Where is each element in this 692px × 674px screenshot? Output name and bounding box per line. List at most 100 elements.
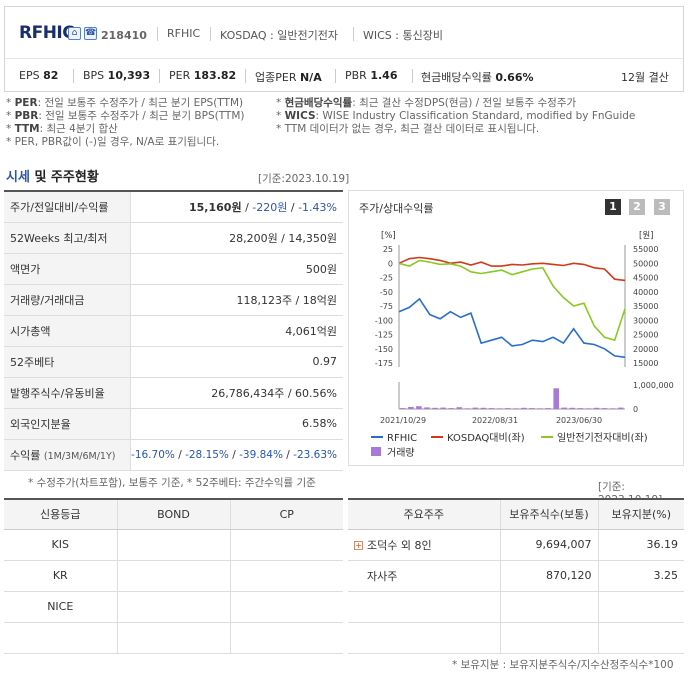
divider (73, 69, 74, 83)
row-label: 거래량/거래대금 (4, 284, 131, 316)
volume-bar (553, 388, 559, 409)
column-header: 주요주주 (348, 499, 501, 530)
left-tick-label: -25 (380, 274, 393, 283)
table-row: KR (4, 560, 343, 592)
legend-label: RFHIC (387, 433, 417, 444)
volume-bar (617, 407, 624, 409)
holder-ratio (598, 591, 684, 623)
stock-code: 218410 (101, 29, 147, 42)
legend-label: KOSDAQ대비(좌) (447, 432, 525, 444)
left-tick-label: -175 (375, 359, 393, 368)
header-stats-row: EPS 82 BPS 10,393 PER 183.82 업종PER N/A P… (5, 60, 683, 92)
company-name: RFHIC (19, 23, 75, 43)
row-value: 26,786,434주 / 60.56% (130, 377, 343, 409)
market-sector: KOSDAQ : 일반전기전자 (220, 29, 338, 42)
right-tick-label: 25000 (633, 331, 658, 340)
table-row: 수익률 (1M/3M/6M/1Y) -16.70% / -28.15% / -3… (4, 439, 343, 471)
row-label: 시가총액 (4, 315, 131, 347)
holder-name: 자사주 (348, 560, 501, 592)
table-row: 주가/전일대비/수익률 15,160원 / -220원 / -1.43% (4, 191, 343, 223)
legend-label: 일반전기전자대비(좌) (557, 432, 648, 444)
fiscal-period: 12월 결산 (621, 71, 669, 84)
row-value: 6.58% (130, 408, 343, 440)
table-header-row: 주요주주 보유주식수(보통) 보유지분(%) (348, 499, 684, 530)
table-row: + 조덕수 외 8인 9,694,007 36.19 (348, 529, 684, 561)
divider (159, 69, 160, 83)
table-row: 외국인지분율 6.58% (4, 408, 343, 440)
right-tick-label: 15000 (633, 359, 658, 368)
holder-name[interactable]: + 조덕수 외 8인 (348, 529, 501, 561)
column-header: 보유주식수(보통) (500, 499, 599, 530)
volume-bar (529, 408, 535, 409)
holders-footnote: * 보유지분 : 보유지분주식수/지수산정주식수*100 (452, 659, 674, 671)
price-change: -220원 (252, 200, 288, 214)
left-tick-label: -50 (380, 288, 393, 297)
left-tick-label: -125 (375, 331, 393, 340)
left-tick-label: 0 (388, 259, 393, 268)
table-row (4, 622, 343, 654)
row-label: 발행주식수/유동비율 (4, 377, 131, 409)
volume-bar (440, 407, 446, 409)
volume-bar (432, 407, 438, 409)
rating-agency: KR (4, 560, 118, 592)
price-change-rate: -1.43% (298, 200, 337, 214)
divider (210, 27, 211, 41)
series-line-2 (398, 259, 626, 342)
row-value: 28,200원 / 14,350원 (130, 222, 343, 254)
table-row: 액면가 500원 (4, 253, 343, 285)
price-chart-panel: 주가/상대수익률 1 2 3 [%] [원] 25 0 -25 -50 -75 -100 -12… (348, 190, 684, 466)
volume-tick-label: 0 (633, 405, 638, 414)
table-row: 거래량/거래대금 118,123주 / 18억원 (4, 284, 343, 316)
chart-page-3-button[interactable]: 3 (654, 199, 670, 215)
legend-label: 거래량 (387, 447, 415, 459)
stat-dividend-yield: 현금배당수익률 0.66% (421, 71, 534, 84)
divider (353, 27, 354, 41)
note-line: * TTM: 최근 4분기 합산 (6, 123, 118, 135)
volume-bar (545, 408, 551, 409)
x-tick-label: 2022/08/31 (472, 416, 518, 425)
row-label: 주가/전일대비/수익률 (4, 191, 131, 223)
volume-bar (464, 408, 471, 409)
row-label: 액면가 (4, 253, 131, 285)
volume-bar (400, 408, 406, 409)
home-icon[interactable]: ⌂ (68, 27, 81, 40)
chat-icon[interactable]: ☎ (84, 27, 97, 40)
expand-icon[interactable]: + (354, 541, 363, 550)
note-line: * PER, PBR값이 (-)일 경우, N/A로 표기됩니다. (6, 136, 220, 148)
right-tick-label: 20000 (633, 345, 658, 354)
left-tick-label: -100 (375, 316, 393, 325)
holder-shares: 9,694,007 (500, 529, 599, 561)
table-row (348, 591, 684, 623)
note-line: * WICS: WISE Industry Classification Sta… (276, 110, 636, 122)
major-shareholders-table: 주요주주 보유주식수(보통) 보유지분(%) + 조덕수 외 8인 9,694,0… (348, 498, 684, 654)
volume-bar (416, 406, 422, 409)
cp-rating (230, 560, 343, 592)
left-axis-label: [%] (381, 231, 396, 241)
chart-page-2-button[interactable]: 2 (629, 199, 645, 215)
bond-rating (117, 622, 231, 654)
bond-rating (117, 529, 231, 561)
stat-pbr: PBR 1.46 (345, 69, 398, 82)
bond-rating (117, 591, 231, 623)
notes-right: * 현금배당수익률: 최근 결산 수정DPS(현금) / 전일 보통주 수정주가… (276, 97, 635, 136)
stat-per: PER 183.82 (169, 69, 237, 82)
row-value: 0.97 (130, 346, 343, 378)
company-header: RFHIC ⌂ ☎ 218410 RFHIC KOSDAQ : 일반전기전자 W… (4, 6, 684, 92)
rating-agency (4, 622, 118, 654)
table-row: KIS (4, 529, 343, 561)
volume-bar (569, 407, 576, 409)
volume-bar (424, 407, 430, 409)
volume-tick-label: 1,000,000 (633, 381, 674, 390)
legend-swatch (371, 447, 381, 456)
volume-bar (537, 408, 543, 409)
column-header: 신용등급 (4, 499, 118, 530)
cp-rating (230, 529, 343, 561)
row-label: 52Weeks 최고/최저 (4, 222, 131, 254)
note-line: * PER: 전일 보통주 수정주가 / 최근 분기 EPS(TTM) (6, 97, 244, 109)
right-tick-label: 50000 (633, 259, 658, 268)
note-line: * TTM 데이터가 없는 경우, 최근 결산 데이터로 표시됩니다. (276, 123, 540, 135)
right-tick-label: 30000 (633, 316, 658, 325)
table-row: 52주베타 0.97 (4, 346, 343, 378)
left-tick-label: -75 (380, 302, 393, 311)
chart-page-1-button[interactable]: 1 (605, 199, 621, 215)
